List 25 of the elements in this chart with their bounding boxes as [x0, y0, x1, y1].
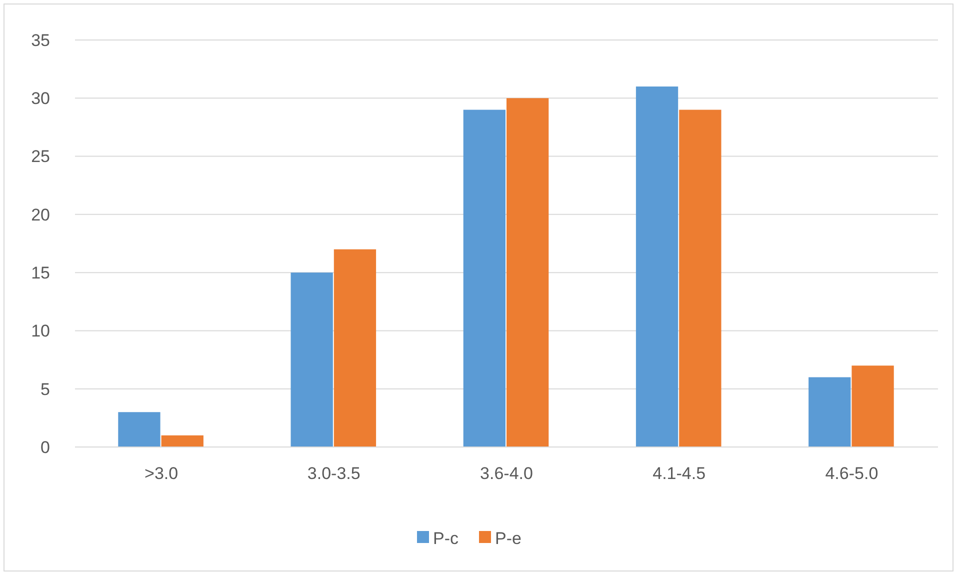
x-tick-label: >3.0 [144, 464, 178, 483]
y-tick-label: 20 [31, 205, 50, 224]
bar [852, 366, 894, 447]
bar [290, 272, 333, 447]
y-tick-label: 0 [40, 438, 50, 457]
bar [808, 377, 851, 447]
x-tick-label: 3.6-4.0 [480, 464, 533, 483]
y-tick-label: 10 [31, 322, 50, 341]
bar [636, 86, 678, 447]
y-tick-label: 30 [31, 89, 50, 108]
bar [506, 98, 549, 447]
y-tick-label: 25 [31, 147, 50, 166]
x-tick-label: 4.1-4.5 [652, 464, 706, 483]
y-tick-label: 15 [31, 264, 50, 283]
bar [463, 110, 506, 447]
bar [118, 412, 160, 447]
legend-label: P-c [433, 528, 459, 548]
legend-label: P-e [495, 528, 522, 548]
bar [679, 110, 722, 447]
x-tick-label: 4.6-5.0 [825, 464, 878, 483]
x-tick-label: 3.0-3.5 [307, 464, 360, 483]
y-tick-label: 35 [31, 30, 50, 50]
bar [161, 435, 204, 447]
bar [334, 249, 376, 447]
y-tick-label: 5 [40, 380, 50, 399]
